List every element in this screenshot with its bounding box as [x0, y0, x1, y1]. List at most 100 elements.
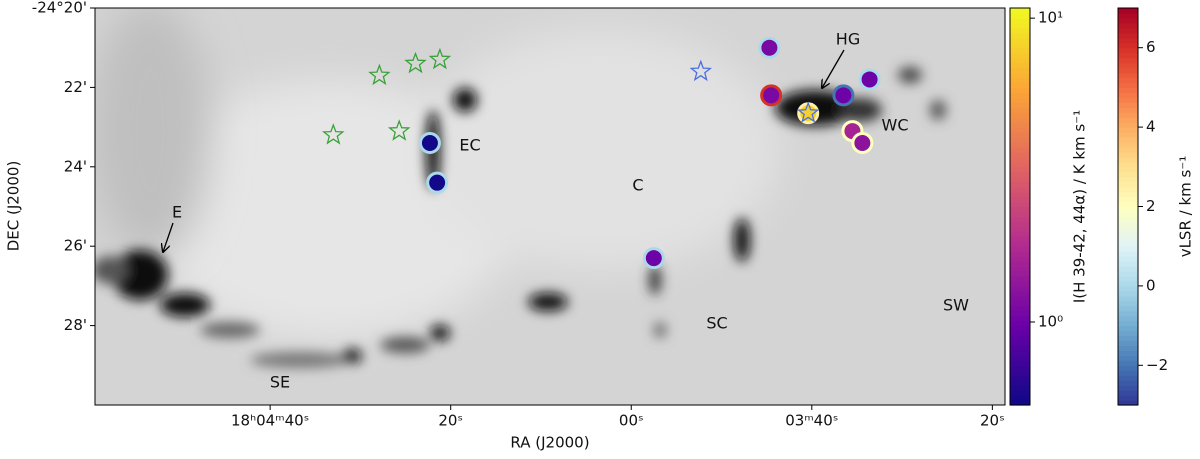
colorbar-segment: [1010, 87, 1030, 93]
colorbar-segment: [1010, 365, 1030, 371]
colorbar-segment: [1010, 395, 1030, 401]
colorbar-segment: [1010, 315, 1030, 322]
colorbar-segment: [1118, 380, 1138, 386]
colorbar-segment: [1118, 27, 1138, 34]
colorbar-segment: [1010, 146, 1030, 153]
region-label: HG: [836, 30, 860, 49]
colorbar-segment: [1010, 231, 1030, 237]
colorbar-segment: [1118, 82, 1138, 88]
colorbar-segment: [1010, 290, 1030, 297]
colorbar-segment: [1010, 295, 1030, 302]
region-label: E: [172, 203, 182, 222]
colorbar-segment: [1118, 350, 1138, 356]
colorbar-tick-label: 6: [1146, 38, 1156, 56]
colorbar-segment: [1010, 345, 1030, 352]
region-label: SC: [706, 314, 727, 333]
colorbar-segment: [1118, 295, 1138, 302]
colorbar-segment: [1118, 186, 1138, 193]
star-marker: [404, 51, 427, 74]
colorbar-segment: [1118, 37, 1138, 44]
colorbar-segment: [1118, 355, 1138, 361]
colorbar-segment: [1118, 8, 1138, 14]
colorbar-segment: [1010, 221, 1030, 227]
colorbar-segment: [1010, 12, 1030, 19]
colorbar-tick-label: 4: [1146, 118, 1156, 136]
source-marker: [760, 84, 783, 107]
colorbar-segment: [1010, 166, 1030, 173]
colorbar-segment: [1118, 236, 1138, 242]
colorbar-segment: [1118, 47, 1138, 54]
star-marker: [428, 47, 452, 70]
x-tick-label: 20ˢ: [980, 412, 1005, 430]
colorbar-segment: [1118, 102, 1138, 108]
colorbar-segment: [1010, 375, 1030, 381]
colorbar-segment: [1118, 320, 1138, 327]
source-marker: [832, 84, 855, 107]
colorbar-tick-label: 0: [1146, 276, 1156, 294]
colorbar-segment: [1010, 335, 1030, 342]
colorbar-segment: [1118, 251, 1138, 257]
colorbar-segment: [1010, 122, 1030, 128]
colorbar-tick-label: 10⁰: [1038, 312, 1063, 330]
colorbar-segment: [1118, 171, 1138, 178]
colorbar-segment: [1010, 285, 1030, 292]
colorbar-segment: [1010, 17, 1030, 24]
colorbar-segment: [1010, 137, 1030, 143]
colorbar-segment: [1010, 325, 1030, 332]
colorbar-segment: [1118, 72, 1138, 79]
colorbar-segment: [1118, 290, 1138, 297]
colorbar-segment: [1010, 211, 1030, 218]
colorbar-segment: [1118, 62, 1138, 69]
colorbar-segment: [1010, 22, 1030, 29]
colorbar-segment: [1118, 42, 1138, 49]
colorbar-segment: [1010, 305, 1030, 312]
colorbar-segment: [1118, 57, 1138, 64]
colorbar-segment: [1118, 216, 1138, 222]
colorbar-segment: [1010, 181, 1030, 188]
colorbar-segment: [1010, 380, 1030, 386]
x-axis-label: RA (J2000): [510, 434, 589, 452]
colorbar-segment: [1118, 137, 1138, 143]
colorbar-segment: [1118, 330, 1138, 337]
colorbar-segment: [1118, 370, 1138, 376]
colorbar-segment: [1010, 310, 1030, 317]
annotation-arrow: [163, 222, 174, 252]
colorbar-segment: [1010, 102, 1030, 108]
background-image: [95, 8, 1005, 405]
colorbar-segment: [1010, 32, 1030, 39]
colorbar-segment: [1010, 37, 1030, 44]
colorbar-segment: [1010, 67, 1030, 74]
colorbar-segment: [1118, 385, 1138, 391]
colorbar-segment: [1118, 122, 1138, 128]
y-tick-label: -24°20': [32, 0, 87, 17]
colorbar-segment: [1118, 315, 1138, 322]
x-tick-label: 03ᵐ40ˢ: [785, 412, 838, 430]
colorbar-label: I(H 39-42, 44α) / K km s⁻¹: [1071, 110, 1089, 303]
colorbar-segment: [1010, 97, 1030, 103]
colorbar-segment: [1118, 97, 1138, 103]
colorbar-segment: [1010, 226, 1030, 232]
source-marker: [418, 131, 441, 154]
region-label: SE: [270, 373, 290, 392]
colorbar-segment: [1010, 370, 1030, 376]
colorbar-segment: [1118, 280, 1138, 287]
colorbar-segment: [1118, 345, 1138, 352]
colorbar-segment: [1010, 186, 1030, 193]
colorbar-segment: [1118, 161, 1138, 168]
colorbar-segment: [1010, 57, 1030, 64]
colorbar-segment: [1118, 17, 1138, 24]
colorbar-segment: [1118, 300, 1138, 307]
colorbar-segment: [1118, 112, 1138, 118]
region-label: EC: [459, 136, 480, 155]
colorbar-segment: [1118, 107, 1138, 113]
colorbar-segment: [1118, 151, 1138, 158]
colorbar-segment: [1118, 127, 1138, 133]
x-tick-label: 00ˢ: [619, 412, 644, 430]
colorbar-segment: [1118, 221, 1138, 227]
colorbar-segment: [1118, 246, 1138, 252]
star-marker: [387, 119, 411, 141]
colorbar-segment: [1118, 340, 1138, 347]
region-label: SW: [943, 296, 969, 315]
colorbar-segment: [1010, 151, 1030, 158]
